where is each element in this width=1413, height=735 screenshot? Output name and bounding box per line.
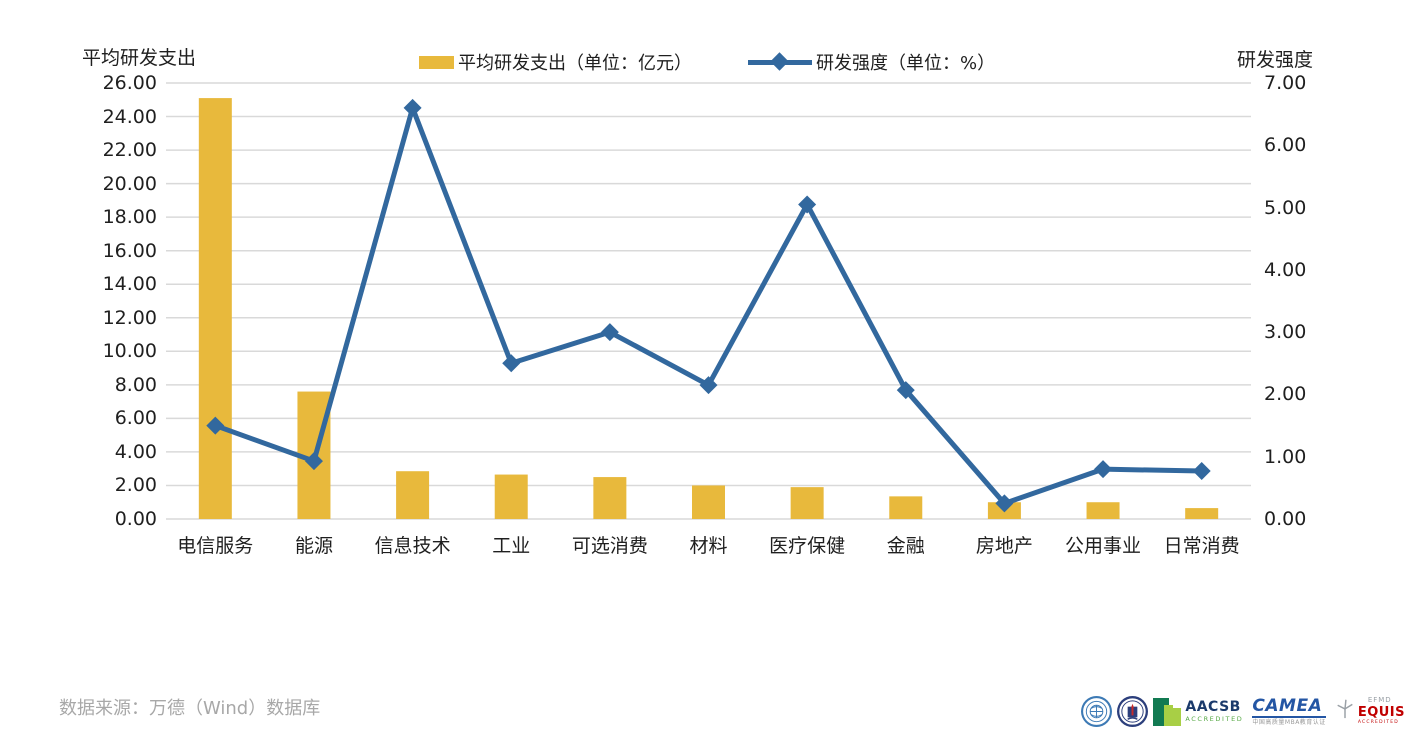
- y-axis-tick-label: 24.00: [102, 105, 157, 128]
- y-axis-tick-label: 26.00: [102, 72, 157, 94]
- line-legend-label: 研发强度（单位：%）: [816, 53, 996, 74]
- x-axis-tick-label: 金融: [886, 535, 925, 557]
- y-axis-tick-label: 14.00: [102, 273, 157, 296]
- y-axis-tick-label: 4.00: [114, 440, 157, 463]
- marker-信息技术: [403, 98, 422, 117]
- y-axis-tick-label: 6.00: [114, 407, 157, 430]
- aacsb-logo: AACSB ACCREDITED: [1153, 697, 1244, 726]
- camea-subtitle-label: 中国高质量MBA教育认证: [1252, 718, 1326, 726]
- y-axis-tick-label: 0.00: [114, 508, 157, 530]
- marker-工业: [502, 354, 521, 373]
- legend: 平均研发支出（单位：亿元） 研发强度（单位：%）: [419, 49, 995, 75]
- bar-工业: [494, 474, 528, 519]
- y-axis-tick-label: 7.00: [1264, 72, 1307, 94]
- equis-logo: EFMD EQUIS ACCREDITED: [1334, 697, 1405, 726]
- marker-公用事业: [1094, 460, 1113, 479]
- y-axis-tick-label: 12.00: [102, 306, 157, 329]
- y-axis-tick-label: 3.00: [1264, 321, 1307, 344]
- bar-legend-swatch: [419, 55, 454, 69]
- x-axis-tick-label: 可选消费: [571, 535, 648, 557]
- bar-日常消费: [1185, 508, 1219, 519]
- university-seal-icon: [1081, 696, 1113, 727]
- camea-label: CAMEA: [1252, 697, 1326, 718]
- line-series: [212, 105, 1205, 506]
- camea-logo: CAMEA 中国高质量MBA教育认证: [1252, 697, 1326, 726]
- x-axis-tick-label: 工业: [492, 535, 531, 557]
- marker-可选消费: [600, 323, 619, 342]
- x-axis-tick-label: 能源: [294, 535, 333, 557]
- efmd-label: EFMD: [1367, 696, 1392, 705]
- marker-金融: [896, 381, 915, 400]
- y-axis-tick-label: 2.00: [1264, 383, 1307, 406]
- x-axis-tick-label: 信息技术: [374, 535, 451, 557]
- bar-公用事业: [1086, 502, 1120, 519]
- footer-logos: AACSB ACCREDITED CAMEA 中国高质量MBA教育认证 EFMD…: [1081, 696, 1405, 727]
- y-axis-tick-label: 16.00: [102, 239, 157, 262]
- y-axis-tick-label: 6.00: [1264, 134, 1307, 157]
- bar-可选消费: [593, 477, 627, 519]
- bar-电信服务: [198, 98, 232, 519]
- y-axis-tick-label: 4.00: [1264, 258, 1307, 281]
- marker-电信服务: [206, 416, 225, 435]
- equis-label: EQUIS: [1357, 705, 1405, 721]
- data-source-text: 数据来源：万德（Wind）数据库: [59, 698, 321, 719]
- equis-accredited-label: ACCREDITED: [1357, 720, 1399, 726]
- y-axis-tick-label: 5.00: [1264, 196, 1307, 219]
- bar-材料: [692, 485, 725, 519]
- x-axis-tick-label: 医疗保健: [769, 535, 846, 557]
- marker-能源: [304, 452, 323, 471]
- left-axis-title: 平均研发支出: [82, 47, 197, 69]
- y-axis-tick-label: 1.00: [1264, 445, 1307, 468]
- university-seal2-icon: [1117, 696, 1149, 727]
- aacsb-accredited-label: ACCREDITED: [1185, 715, 1244, 724]
- line-legend-swatch: [748, 52, 812, 71]
- x-axis-tick-label: 电信服务: [177, 535, 254, 557]
- bar-信息技术: [396, 471, 430, 519]
- marker-房地产: [995, 494, 1014, 513]
- marker-材料: [699, 376, 718, 395]
- aacsb-square-icon: [1153, 697, 1182, 726]
- y-axis-tick-label: 2.00: [114, 474, 157, 497]
- y-axis-tick-label: 22.00: [102, 139, 157, 162]
- x-axis-tick-label: 材料: [689, 535, 728, 557]
- y-axis-tick-label: 18.00: [102, 206, 157, 229]
- x-axis-tick-label: 房地产: [975, 535, 1033, 557]
- aacsb-label: AACSB: [1185, 699, 1241, 716]
- marker-医疗保健: [798, 195, 817, 214]
- y-axis-tick-label: 8.00: [114, 373, 157, 396]
- bar-legend-label: 平均研发支出（单位：亿元）: [458, 53, 692, 74]
- bar-金融: [889, 496, 923, 519]
- bar-医疗保健: [790, 487, 824, 519]
- x-axis-tick-label: 公用事业: [1065, 535, 1142, 557]
- x-axis-tick-label: 日常消费: [1163, 535, 1240, 557]
- y-axis-tick-label: 0.00: [1264, 508, 1307, 530]
- y-axis-tick-label: 20.00: [102, 172, 157, 195]
- right-axis-title: 研发强度: [1237, 49, 1314, 71]
- marker-日常消费: [1192, 462, 1211, 481]
- windmill-icon: [1337, 699, 1353, 719]
- y-axis-tick-label: 10.00: [102, 340, 157, 363]
